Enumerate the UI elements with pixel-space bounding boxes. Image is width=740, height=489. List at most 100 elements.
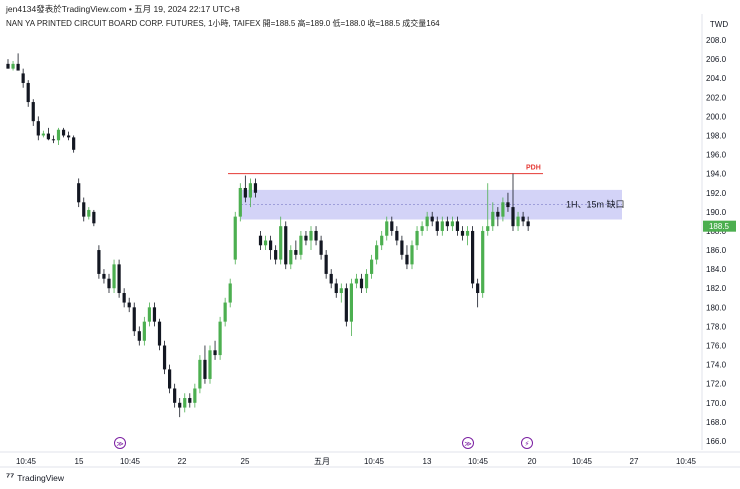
candle <box>208 345 212 384</box>
candle <box>455 216 460 236</box>
candle <box>188 393 192 408</box>
lightning-icon: ⚡ <box>525 440 530 448</box>
candle <box>309 226 313 251</box>
candle <box>228 278 232 308</box>
tradingview-brand: TradingView <box>17 472 65 483</box>
candle <box>526 216 530 231</box>
candle <box>11 61 15 71</box>
candle <box>137 326 141 346</box>
candle <box>375 240 379 265</box>
candle <box>102 269 106 284</box>
candle <box>26 80 30 107</box>
double-arrow-icon: ≫ <box>464 440 471 448</box>
symbol-info: NAN YA PRINTED CIRCUIT BOARD CORP. FUTUR… <box>6 19 440 28</box>
price-tick-label: 192.0 <box>706 189 727 198</box>
candle <box>476 278 480 308</box>
candle <box>339 283 343 303</box>
candle <box>122 288 126 308</box>
price-tick-label: 172.0 <box>706 380 727 389</box>
candle <box>269 235 273 260</box>
candle <box>274 245 278 265</box>
candle <box>430 211 434 227</box>
price-tick-label: 182.0 <box>706 284 727 293</box>
event-marker-2[interactable]: ≫ <box>462 437 474 449</box>
price-tick-label: 180.0 <box>706 303 727 312</box>
candle <box>481 226 485 298</box>
time-tick-label: 13 <box>423 457 432 466</box>
candle <box>142 316 146 346</box>
candle <box>67 131 71 141</box>
candle <box>21 68 25 88</box>
candle <box>72 135 76 153</box>
last-price-tag <box>703 220 736 232</box>
candle <box>370 254 374 279</box>
price-tick-label: 184.0 <box>706 265 727 274</box>
event-marker-3[interactable]: ⚡ <box>521 437 533 449</box>
candle <box>390 216 394 236</box>
candle <box>178 398 182 418</box>
candle <box>450 216 454 231</box>
time-tick-label: 10:45 <box>572 457 593 466</box>
candle <box>56 127 61 146</box>
candle <box>107 273 111 294</box>
candle <box>223 297 227 327</box>
candle <box>152 302 157 327</box>
price-tick-label: 208.0 <box>706 36 727 45</box>
candle <box>511 173 515 231</box>
candle <box>349 278 353 336</box>
double-arrow-icon: ≫ <box>116 440 123 448</box>
candle <box>405 245 409 270</box>
candles <box>6 53 530 418</box>
candle <box>279 216 283 265</box>
candle <box>496 207 500 227</box>
candle <box>314 226 318 246</box>
candle <box>127 297 131 313</box>
time-axis[interactable]: 10:45 15 10:45 22 25 五月 10:45 13 10:45 20 10:45 27 1… <box>16 457 697 466</box>
candle <box>117 259 121 298</box>
time-tick-label: 15 <box>75 457 84 466</box>
candle <box>147 302 151 327</box>
candle <box>521 211 525 227</box>
price-tick-label: 174.0 <box>706 361 727 370</box>
tradingview-logo[interactable]: ⁷⁷ TradingView <box>6 472 64 483</box>
candle <box>233 211 237 265</box>
price-tick-label: 170.0 <box>706 399 727 408</box>
candle <box>157 318 162 351</box>
candle <box>506 192 510 212</box>
time-tick-label: 25 <box>241 457 250 466</box>
candle <box>173 383 177 408</box>
candle <box>213 340 217 360</box>
candle <box>425 211 429 231</box>
time-tick-label: 22 <box>178 457 187 466</box>
candle <box>183 393 187 413</box>
candle <box>284 221 288 270</box>
price-tick-label: 190.0 <box>706 208 727 217</box>
candle <box>31 99 35 126</box>
candle <box>410 240 414 270</box>
price-tick-label: 206.0 <box>706 55 727 64</box>
candle <box>87 207 91 220</box>
candle <box>491 202 495 231</box>
time-tick-label: 10:45 <box>676 457 697 466</box>
price-axis[interactable]: 166.0 168.0 170.0 172.0 174.0 176.0 178.0 180.0… <box>706 36 727 446</box>
candle <box>218 316 222 360</box>
candle <box>465 226 470 246</box>
candle <box>359 273 364 294</box>
candle <box>364 269 369 294</box>
candle <box>304 230 308 246</box>
price-tick-label: 194.0 <box>706 170 727 179</box>
candle <box>258 230 263 251</box>
candle <box>385 216 389 241</box>
event-marker-1[interactable]: ≫ <box>114 437 126 449</box>
candle <box>299 230 303 260</box>
candle <box>198 355 202 394</box>
time-tick-label: 10:45 <box>468 457 489 466</box>
candle <box>294 240 298 260</box>
candle <box>460 226 465 241</box>
price-tick-label: 204.0 <box>706 74 727 83</box>
time-tick-label: 10:45 <box>120 457 141 466</box>
candle <box>132 302 136 336</box>
price-tick-label: 200.0 <box>706 112 727 121</box>
candle <box>253 178 258 198</box>
